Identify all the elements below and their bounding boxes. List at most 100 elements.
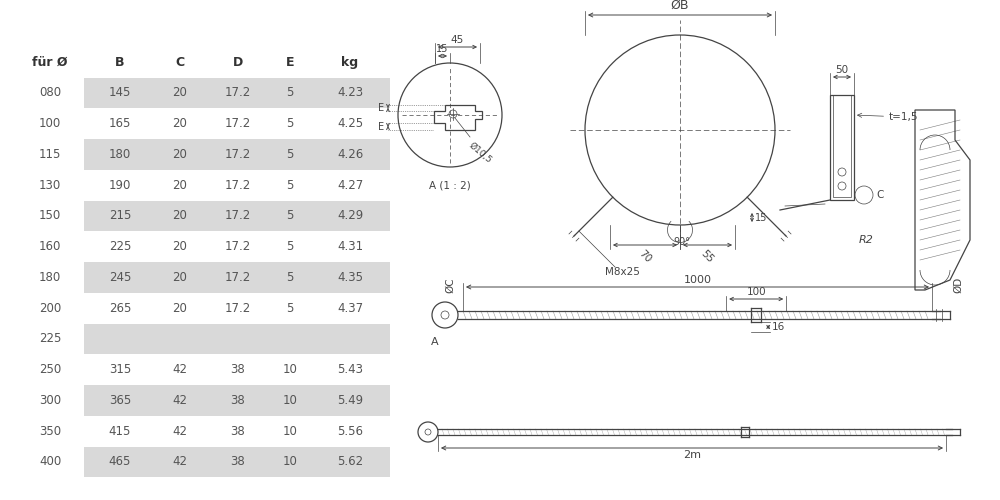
Text: 17.2: 17.2 <box>225 86 251 100</box>
Text: 130: 130 <box>39 178 61 192</box>
Text: 42: 42 <box>173 363 188 376</box>
Text: C: C <box>876 190 883 200</box>
FancyBboxPatch shape <box>84 200 390 231</box>
Text: 215: 215 <box>109 210 131 222</box>
Text: 100: 100 <box>39 117 61 130</box>
Text: E: E <box>378 122 384 132</box>
Text: 265: 265 <box>109 302 131 314</box>
Text: kg: kg <box>341 56 359 69</box>
Text: 10: 10 <box>283 456 297 468</box>
Text: 5: 5 <box>286 271 294 284</box>
Text: A: A <box>431 337 439 347</box>
FancyBboxPatch shape <box>84 139 390 170</box>
FancyBboxPatch shape <box>84 324 390 354</box>
Text: E: E <box>286 56 294 69</box>
Text: 5: 5 <box>286 117 294 130</box>
Text: 20: 20 <box>173 302 187 314</box>
Text: 20: 20 <box>173 117 187 130</box>
Text: 150: 150 <box>39 210 61 222</box>
Text: 38: 38 <box>231 363 245 376</box>
Text: D: D <box>233 56 243 69</box>
Text: 5: 5 <box>286 86 294 100</box>
Text: 20: 20 <box>173 271 187 284</box>
Text: 15: 15 <box>755 213 767 223</box>
Text: 165: 165 <box>109 117 131 130</box>
Text: E: E <box>378 103 384 113</box>
Text: 38: 38 <box>231 424 245 438</box>
Text: 225: 225 <box>39 332 61 345</box>
Text: 315: 315 <box>109 363 131 376</box>
Text: 4.23: 4.23 <box>337 86 363 100</box>
Text: 5: 5 <box>286 302 294 314</box>
Text: 10: 10 <box>283 363 297 376</box>
Text: 50: 50 <box>835 65 849 75</box>
Text: 17.2: 17.2 <box>225 302 251 314</box>
Text: 225: 225 <box>109 240 131 253</box>
Text: 4.26: 4.26 <box>337 148 363 161</box>
Text: 5.49: 5.49 <box>337 394 363 407</box>
Text: ØB: ØB <box>671 0 689 12</box>
Text: 38: 38 <box>231 456 245 468</box>
Text: 17.2: 17.2 <box>225 210 251 222</box>
Text: 4.37: 4.37 <box>337 302 363 314</box>
Text: 70: 70 <box>637 248 653 264</box>
Text: 17.2: 17.2 <box>225 271 251 284</box>
Text: 5: 5 <box>286 210 294 222</box>
Text: 4.29: 4.29 <box>337 210 363 222</box>
Text: 42: 42 <box>173 424 188 438</box>
Text: 4.25: 4.25 <box>337 117 363 130</box>
Text: 10: 10 <box>283 394 297 407</box>
Text: 415: 415 <box>109 424 131 438</box>
Text: 38: 38 <box>231 394 245 407</box>
Text: 080: 080 <box>39 86 61 100</box>
Text: ØC: ØC <box>445 278 455 293</box>
Text: 160: 160 <box>39 240 61 253</box>
Text: 100: 100 <box>746 287 766 297</box>
Text: 5: 5 <box>286 240 294 253</box>
Text: 17.2: 17.2 <box>225 178 251 192</box>
Text: 10: 10 <box>283 424 297 438</box>
FancyBboxPatch shape <box>84 385 390 416</box>
Text: 42: 42 <box>173 456 188 468</box>
Text: 90°: 90° <box>674 237 690 247</box>
Text: 4.35: 4.35 <box>337 271 363 284</box>
Text: 190: 190 <box>109 178 131 192</box>
Text: B: B <box>115 56 125 69</box>
Text: 5.62: 5.62 <box>337 456 363 468</box>
FancyBboxPatch shape <box>84 446 390 477</box>
Text: 42: 42 <box>173 394 188 407</box>
Text: 400: 400 <box>39 456 61 468</box>
Text: t=1,5: t=1,5 <box>858 112 918 122</box>
FancyBboxPatch shape <box>84 262 390 292</box>
Text: 2m: 2m <box>683 450 701 460</box>
Text: 17.2: 17.2 <box>225 240 251 253</box>
Text: 350: 350 <box>39 424 61 438</box>
Text: 55: 55 <box>699 248 715 264</box>
Text: 45: 45 <box>451 35 464 45</box>
Text: A (1 : 2): A (1 : 2) <box>429 181 471 191</box>
Text: 20: 20 <box>173 178 187 192</box>
Text: 4.27: 4.27 <box>337 178 363 192</box>
Text: 20: 20 <box>173 148 187 161</box>
FancyBboxPatch shape <box>84 78 390 108</box>
Text: 250: 250 <box>39 363 61 376</box>
Bar <box>830 95 854 200</box>
Text: 1000: 1000 <box>684 275 712 285</box>
Text: 17.2: 17.2 <box>225 117 251 130</box>
Text: 115: 115 <box>39 148 61 161</box>
Text: C: C <box>175 56 185 69</box>
Text: 300: 300 <box>39 394 61 407</box>
Text: 180: 180 <box>39 271 61 284</box>
Text: 365: 365 <box>109 394 131 407</box>
Text: 17.2: 17.2 <box>225 148 251 161</box>
Bar <box>833 95 851 197</box>
Text: 245: 245 <box>109 271 131 284</box>
Text: M8x25: M8x25 <box>605 267 640 277</box>
Text: ØD: ØD <box>953 277 963 293</box>
Text: 145: 145 <box>109 86 131 100</box>
Text: 5: 5 <box>286 178 294 192</box>
Text: 15: 15 <box>436 44 449 54</box>
Text: 20: 20 <box>173 240 187 253</box>
Text: 5.43: 5.43 <box>337 363 363 376</box>
Text: 200: 200 <box>39 302 61 314</box>
